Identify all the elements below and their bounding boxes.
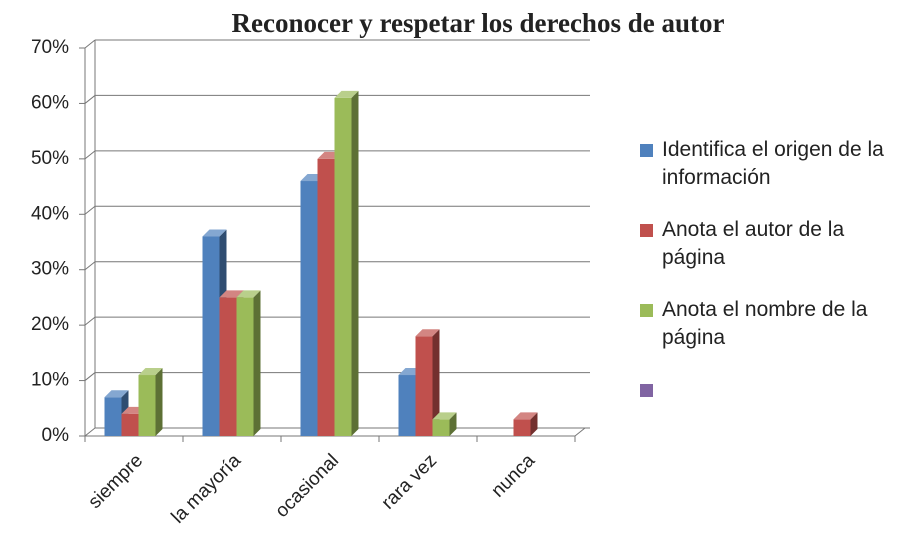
axis-line	[84, 150, 96, 160]
x-tick-label: rara vez	[378, 450, 441, 513]
bar-front	[432, 419, 450, 436]
bar	[513, 412, 538, 436]
bar-side	[351, 90, 359, 436]
y-tick-label: 40%	[31, 203, 69, 224]
legend-swatch	[640, 384, 653, 397]
bar-side	[449, 412, 457, 436]
axis-line	[84, 261, 96, 271]
bar-top	[104, 390, 129, 398]
chart-title: Reconocer y respetar los derechos de aut…	[232, 8, 725, 38]
bar-top	[432, 412, 457, 420]
y-tick-label: 70%	[31, 37, 69, 58]
bar-side	[432, 329, 440, 436]
bar-front	[138, 375, 156, 436]
legend-item: Anota el autor de la página	[640, 216, 912, 272]
x-tick-label: siempre	[84, 450, 147, 513]
bar-top	[202, 229, 227, 237]
x-tick-label: nunca	[488, 450, 540, 502]
axis-line	[574, 427, 586, 437]
legend-label: Identifica el origen de la información	[662, 138, 884, 189]
x-tick-label: la mayoría	[168, 450, 246, 528]
bar	[236, 290, 261, 436]
legend-swatch	[640, 304, 653, 317]
bar-front	[398, 375, 416, 436]
bar	[432, 412, 457, 436]
y-tick-label: 0%	[42, 425, 70, 446]
bar-front	[334, 97, 352, 436]
y-tick-label: 10%	[31, 370, 69, 391]
axis-line	[84, 95, 96, 104]
legend-item: Anota el nombre de la página	[640, 296, 912, 352]
axis-line	[84, 39, 96, 49]
bar-front	[300, 181, 318, 436]
bar-front	[121, 413, 139, 436]
bar-top	[415, 329, 440, 337]
legend: Identifica el origen de la información An…	[640, 136, 912, 428]
bar-side	[253, 290, 261, 436]
axis-line	[84, 316, 96, 326]
axis-line	[84, 205, 96, 215]
y-tick-label: 30%	[31, 259, 69, 280]
axis-line	[84, 427, 96, 437]
y-tick-label: 50%	[31, 148, 69, 169]
bar-top	[334, 90, 359, 98]
legend-swatch	[640, 224, 653, 237]
bar-front	[236, 297, 254, 436]
bar-front	[513, 419, 531, 436]
bar	[415, 329, 440, 436]
legend-label: Anota el autor de la página	[662, 218, 845, 269]
bar-top	[236, 290, 261, 298]
x-tick-label: ocasional	[271, 450, 343, 522]
y-tick-label: 60%	[31, 92, 69, 113]
bar-front	[104, 397, 122, 436]
bar	[334, 90, 359, 436]
legend-item	[640, 376, 912, 404]
legend-item: Identifica el origen de la información	[640, 136, 912, 192]
bar-top	[138, 368, 163, 376]
bar-front	[202, 236, 220, 436]
bar-top	[219, 290, 244, 298]
bar-front	[415, 336, 433, 436]
bar-top	[513, 412, 538, 420]
bar-side	[155, 368, 163, 436]
bar-side	[530, 412, 538, 436]
axis-line	[84, 372, 96, 381]
legend-swatch	[640, 144, 653, 157]
bar-front	[317, 158, 335, 436]
bar-front	[219, 297, 237, 436]
legend-label: Anota el nombre de la página	[662, 298, 868, 349]
bar	[138, 368, 163, 436]
y-tick-label: 20%	[31, 314, 69, 335]
